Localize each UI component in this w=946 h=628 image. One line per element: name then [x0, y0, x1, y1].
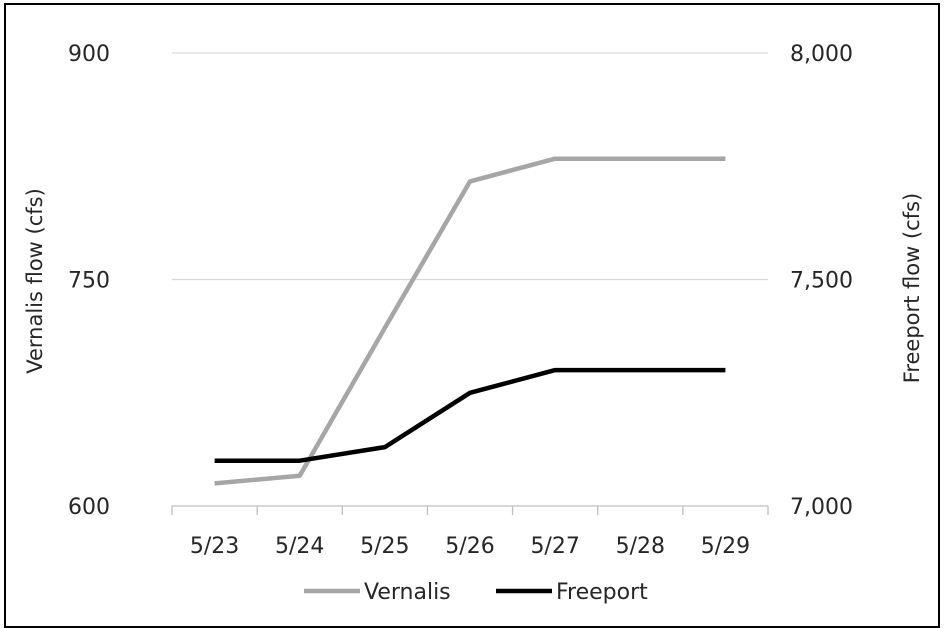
- y-axis-right: 7,000 7,500 8,000: [790, 42, 853, 520]
- y-axis-title-left: Vernalis flow (cfs): [23, 188, 47, 374]
- legend-label-vernalis: Vernalis: [364, 580, 451, 605]
- x-tick-label: 5/28: [616, 534, 665, 559]
- legend: Vernalis Freeport: [304, 580, 648, 605]
- chart-frame: [4, 3, 940, 628]
- x-tick-label: 5/29: [701, 534, 750, 559]
- y-tick-label-right: 7,000: [790, 495, 853, 520]
- series-line-vernalis: [214, 156, 726, 486]
- x-tick-label: 5/24: [275, 534, 324, 559]
- x-tick-label: 5/26: [445, 534, 494, 559]
- y-axis-left: 600 750 900: [68, 42, 110, 520]
- gridlines: [172, 52, 768, 281]
- x-tick-label: 5/23: [190, 534, 239, 559]
- y-tick-label-left: 600: [68, 495, 110, 520]
- y-tick-label-right: 8,000: [790, 42, 853, 67]
- y-tick-label-left: 900: [68, 42, 110, 67]
- series-lines: [214, 156, 726, 486]
- legend-label-freeport: Freeport: [556, 580, 648, 605]
- x-tick-label: 5/25: [360, 534, 409, 559]
- series-line-freeport: [214, 367, 726, 463]
- y-tick-label-right: 7,500: [790, 269, 853, 294]
- x-tick-label: 5/27: [530, 534, 579, 559]
- y-axis-title-right: Freeport flow (cfs): [900, 193, 924, 383]
- y-tick-label-left: 750: [68, 269, 110, 294]
- x-axis: 5/23 5/24 5/25 5/26 5/27 5/28 5/29: [171, 505, 769, 559]
